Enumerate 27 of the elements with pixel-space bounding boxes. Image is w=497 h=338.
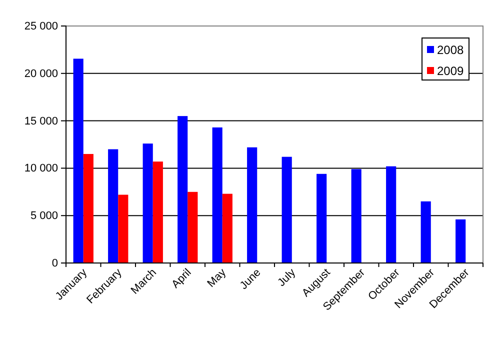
bar: [222, 194, 232, 263]
bar: [282, 156, 292, 263]
bar: [456, 219, 466, 263]
y-tick-label: 5 000: [30, 210, 58, 222]
y-tick-label: 10 000: [24, 162, 58, 175]
bar: [178, 116, 188, 263]
y-tick-label: 15 000: [24, 115, 58, 128]
bar: [83, 154, 94, 263]
bar: [142, 144, 153, 263]
bar: [188, 192, 198, 263]
bar: [420, 201, 431, 263]
bar: [212, 127, 222, 263]
y-tick-label: 20 000: [24, 68, 58, 80]
x-tick-label: July: [276, 266, 298, 289]
y-tick-label: 0: [52, 258, 58, 270]
bar: [351, 169, 362, 263]
bar: [73, 58, 84, 263]
legend-label: 2008: [437, 43, 464, 57]
bar: [386, 166, 396, 263]
bar: [247, 147, 258, 263]
bar: [118, 194, 128, 263]
bar: [152, 162, 163, 263]
bar: [316, 174, 327, 263]
x-tick-label: May: [205, 266, 229, 290]
y-tick-label: 25 000: [24, 20, 58, 33]
legend-label: 2009: [437, 64, 464, 78]
bar: [108, 149, 118, 263]
